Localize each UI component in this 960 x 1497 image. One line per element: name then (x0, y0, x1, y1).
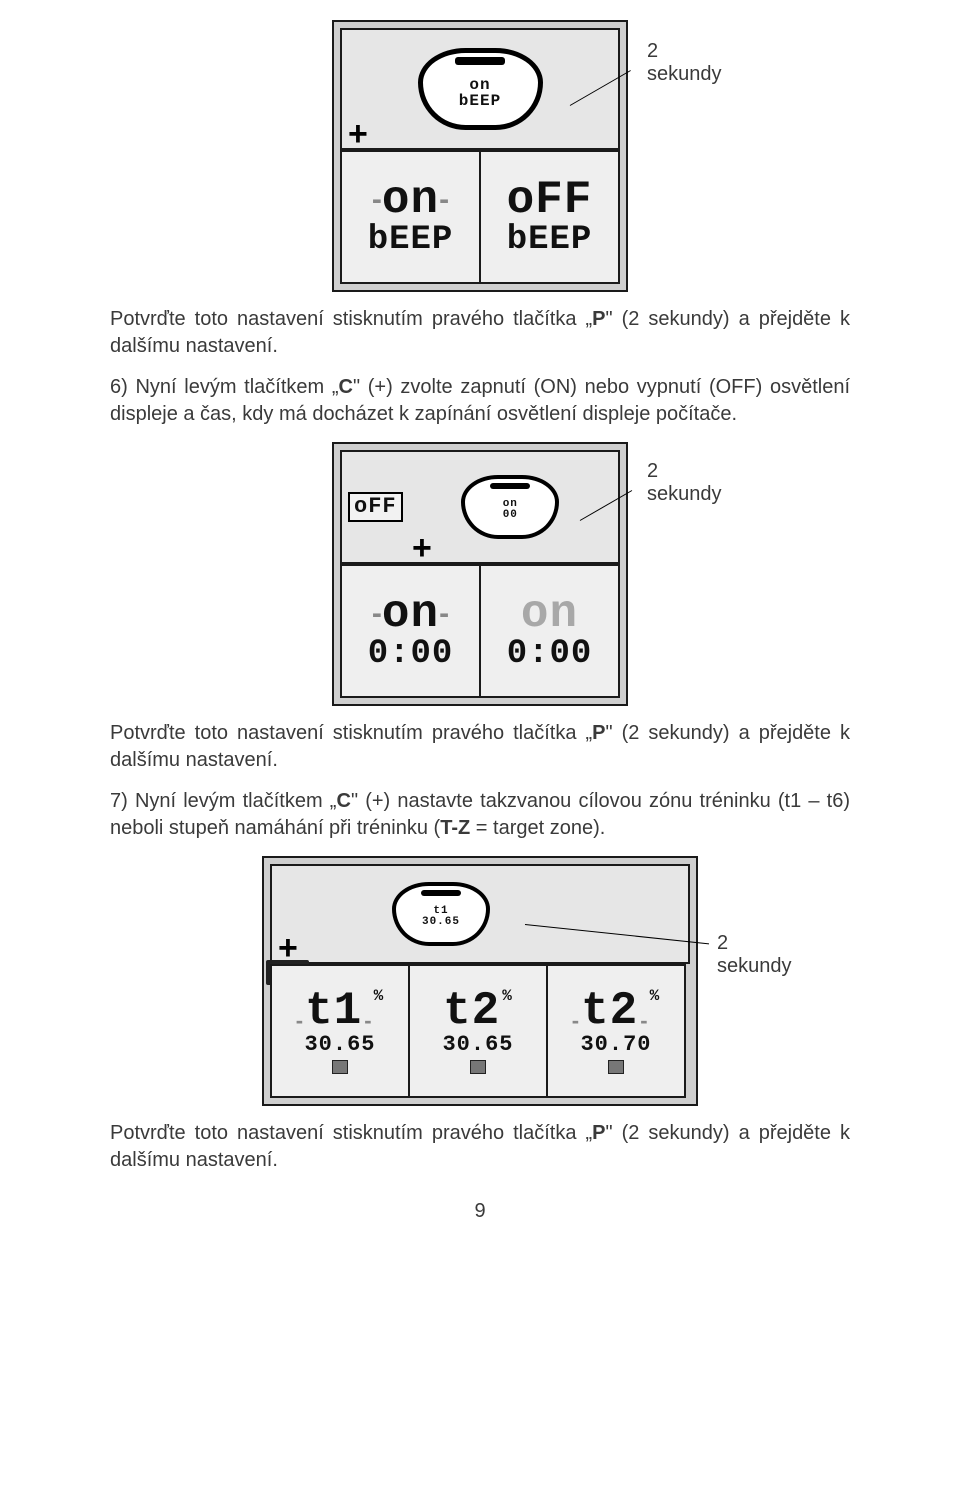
burst-icon: - (572, 1008, 579, 1034)
burst-icon: - (372, 183, 382, 217)
fig1-bl-line1: on (382, 177, 439, 223)
fig1-top-line1: on (469, 77, 490, 93)
fig2-br-line2: 0:00 (507, 637, 593, 671)
pct-icon: % (650, 988, 661, 1004)
burst-icon: - (640, 1008, 647, 1034)
fig2-off-box: oFF (354, 496, 397, 518)
figure-3: t1 30.65 + 1~6 - t1 - % 30.65 (110, 856, 850, 1106)
figure-2: oFF on 00 + - on (110, 442, 850, 706)
fig2-bl-line1: on (382, 591, 439, 637)
tiny-icon (470, 1060, 486, 1074)
tiny-icon (608, 1060, 624, 1074)
fig3-c2-big: t2 (581, 988, 638, 1034)
fig2-br-line1: on (521, 591, 578, 637)
pct-icon: % (502, 988, 513, 1004)
burst-icon: - (296, 1008, 303, 1034)
paragraph-step-6: 6) Nyní levým tlačítkem „C" (+) zvolte z… (110, 374, 850, 428)
fig2-bl-line2: 0:00 (368, 637, 454, 671)
burst-icon: - (372, 597, 382, 631)
paragraph-step-7: 7) Nyní levým tlačítkem „C" (+) nastavte… (110, 788, 850, 842)
fig3-c1-big: t2 (443, 988, 500, 1034)
label-2s: 2 sekundy (717, 932, 791, 978)
fig1-br-line1: oFF (507, 177, 593, 223)
plus-icon: + (412, 529, 432, 568)
figure-1: on bEEP + - on - bEEP (110, 20, 850, 292)
burst-icon: - (439, 597, 449, 631)
paragraph-confirm-3: Potvrďte toto nastavení stisknutím pravé… (110, 1120, 850, 1174)
fig1-top-line2: bEEP (459, 93, 501, 109)
label-2s: 2 sekundy (647, 40, 721, 86)
fig1-bl-line2: bEEP (368, 223, 454, 257)
paragraph-confirm-1: Potvrďte toto nastavení stisknutím pravé… (110, 306, 850, 360)
burst-icon: - (364, 1008, 371, 1034)
plus-icon: + (348, 115, 368, 154)
fig2-top-line2: 00 (503, 510, 518, 521)
pct-icon: % (374, 988, 385, 1004)
fig3-c0-big: t1 (305, 988, 362, 1034)
label-2s: 2 sekundy (647, 460, 721, 506)
tiny-icon (332, 1060, 348, 1074)
fig1-br-line2: bEEP (507, 223, 593, 257)
page-number: 9 (110, 1200, 850, 1223)
fig3-top-line2: 30.65 (422, 917, 460, 928)
fig3-c2-num: 30.70 (580, 1034, 651, 1056)
burst-icon: - (439, 183, 449, 217)
fig3-c1-num: 30.65 (442, 1034, 513, 1056)
fig3-c0-num: 30.65 (304, 1034, 375, 1056)
paragraph-confirm-2: Potvrďte toto nastavení stisknutím pravé… (110, 720, 850, 774)
